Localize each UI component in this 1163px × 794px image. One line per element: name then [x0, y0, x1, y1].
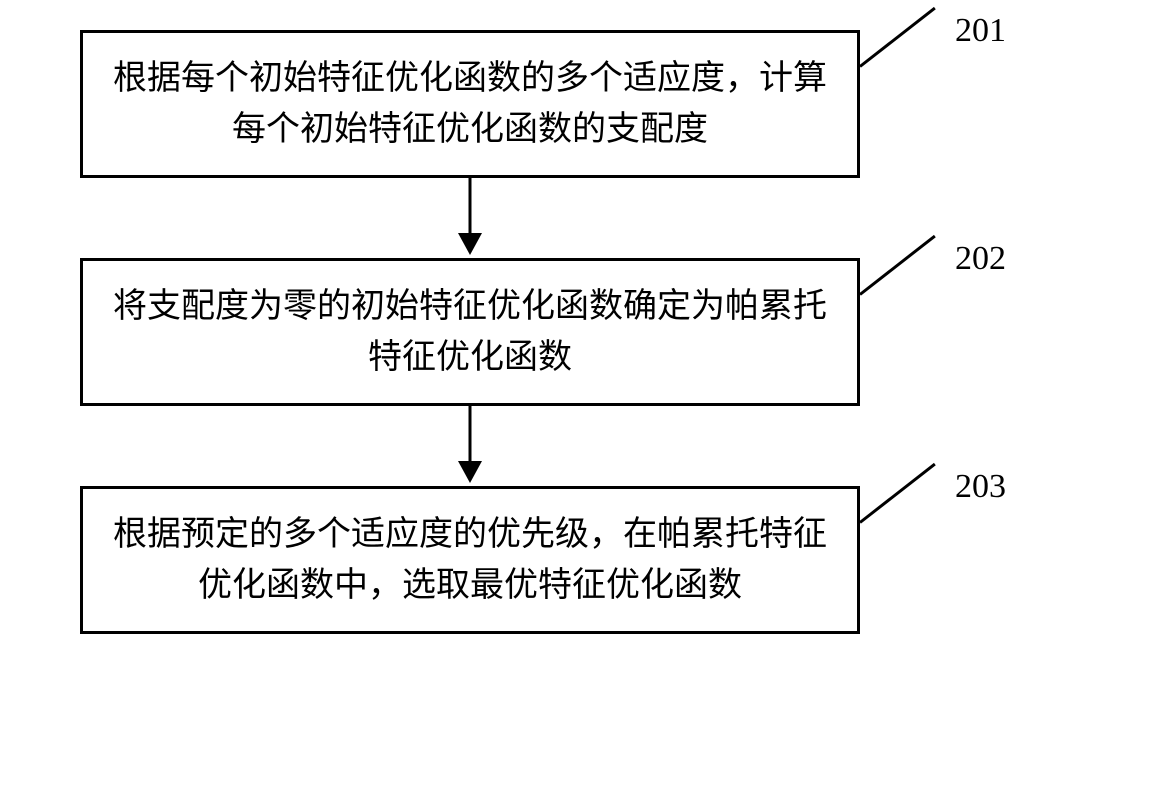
flow-box-2: 将支配度为零的初始特征优化函数确定为帕累托特征优化函数 — [80, 258, 860, 406]
connector-line-2 — [859, 235, 936, 296]
step-row-1: 根据每个初始特征优化函数的多个适应度，计算每个初始特征优化函数的支配度 201 — [80, 30, 1080, 178]
flow-box-3: 根据预定的多个适应度的优先级，在帕累托特征优化函数中，选取最优特征优化函数 — [80, 486, 860, 634]
step-row-2: 将支配度为零的初始特征优化函数确定为帕累托特征优化函数 202 — [80, 258, 1080, 406]
step-label-1: 201 — [955, 12, 1006, 50]
flowchart-container: 根据每个初始特征优化函数的多个适应度，计算每个初始特征优化函数的支配度 201 … — [80, 30, 1080, 634]
arrow-2 — [80, 406, 860, 486]
connector-line-3 — [859, 463, 936, 524]
flow-box-1: 根据每个初始特征优化函数的多个适应度，计算每个初始特征优化函数的支配度 — [80, 30, 860, 178]
connector-line-1 — [859, 7, 936, 68]
flow-text-3: 根据预定的多个适应度的优先级，在帕累托特征优化函数中，选取最优特征优化函数 — [113, 509, 827, 611]
arrow-1 — [80, 178, 860, 258]
arrow-head-2 — [458, 461, 482, 483]
arrow-head-1 — [458, 233, 482, 255]
flow-text-2: 将支配度为零的初始特征优化函数确定为帕累托特征优化函数 — [113, 281, 827, 383]
step-row-3: 根据预定的多个适应度的优先级，在帕累托特征优化函数中，选取最优特征优化函数 20… — [80, 486, 1080, 634]
arrow-line-2 — [469, 406, 472, 466]
step-label-2: 202 — [955, 240, 1006, 278]
step-label-3: 203 — [955, 468, 1006, 506]
flow-text-1: 根据每个初始特征优化函数的多个适应度，计算每个初始特征优化函数的支配度 — [113, 53, 827, 155]
arrow-line-1 — [469, 178, 472, 238]
